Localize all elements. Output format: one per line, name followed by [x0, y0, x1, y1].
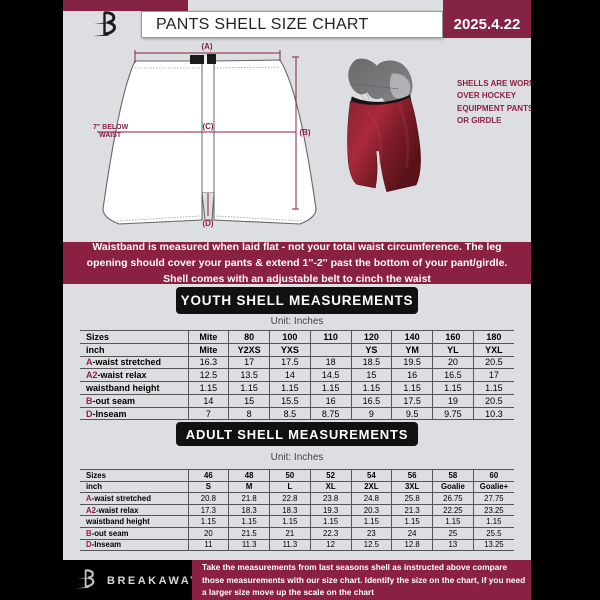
svg-text:(C): (C): [202, 122, 213, 131]
svg-text:7" BELOW: 7" BELOW: [93, 124, 129, 131]
svg-text:(B): (B): [299, 128, 310, 137]
svg-text:(A): (A): [201, 42, 212, 51]
svg-text:WAIST: WAIST: [99, 132, 122, 139]
svg-text:(D): (D): [202, 219, 213, 228]
